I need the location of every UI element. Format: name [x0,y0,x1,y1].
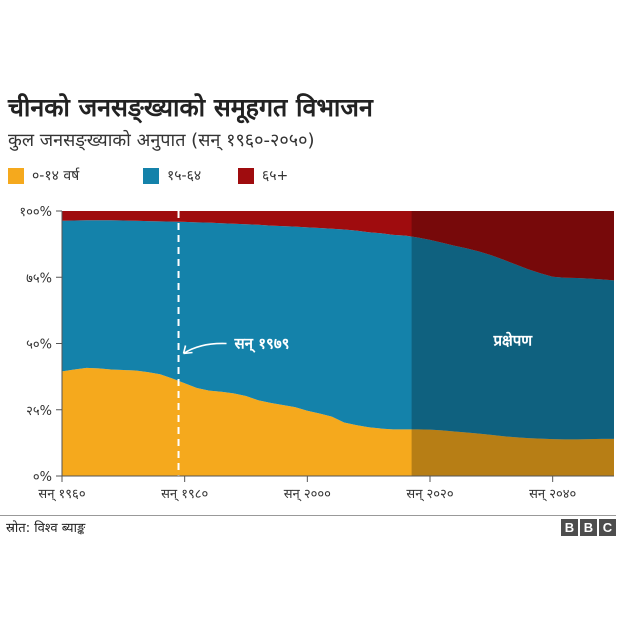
legend-item-0-14: ०-१४ वर्ष [8,166,79,185]
legend-swatch-15-64 [143,167,159,184]
projection-label: प्रक्षेपण [492,332,533,350]
x-tick-label: सन् १९६० [38,487,85,502]
legend-item-15-64: १५-६४ [143,166,201,185]
bbc-logo: B B C [561,519,616,536]
legend-label-0-14: ०-१४ वर्ष [32,168,80,184]
x-axis: सन् १९६० सन् १९८० सन् २००० सन् २०२० सन् २०४० [38,475,614,502]
logo-letter: B [580,519,597,536]
chart-title: चीनको जनसङ्ख्याको समूहगत विभाजन [8,93,373,122]
chart-subtitle: कुल जनसङ्ख्याको अनुपात (सन् १९६०-२०५०) [8,130,315,151]
series-areas [62,211,614,476]
legend-item-65-plus: ६५+ [238,166,288,185]
legend-swatch-0-14 [8,167,24,184]
y-tick-label: ५०% [26,338,52,353]
y-tick-label: २५% [26,404,52,419]
x-tick-label: सन् १९८० [161,487,208,502]
x-tick-label: सन् २०४० [529,487,576,502]
source-note: स्रोत: विश्व ब्याङ्क [6,521,86,536]
y-tick-label: ०% [33,470,52,485]
logo-letter: C [599,519,616,536]
projection-shade [411,211,614,476]
y-tick-label: १००% [19,205,52,220]
stacked-area-chart: सन् १९७९ प्रक्षेपण ०% २५% ५०% ७५% १००% सन् १… [19,205,614,502]
y-tick-label: ७५% [26,271,52,286]
legend: ०-१४ वर्ष १५-६४ ६५+ [8,166,608,186]
x-tick-label: सन् २०२० [406,487,453,502]
area-65-plus [62,211,614,281]
legend-label-65-plus: ६५+ [262,168,289,184]
x-tick-label: सन् २००० [284,487,331,502]
marker-label: सन् १९७९ [234,335,290,354]
logo-letter: B [561,519,578,536]
footer-divider [0,515,616,516]
legend-label-15-64: १५-६४ [167,168,202,184]
area-15-64 [62,220,614,440]
y-axis: ०% २५% ५०% ७५% १००% [19,205,63,485]
marker-arrow [182,342,227,355]
area-0-14 [62,367,614,476]
legend-swatch-65-plus [238,167,254,184]
